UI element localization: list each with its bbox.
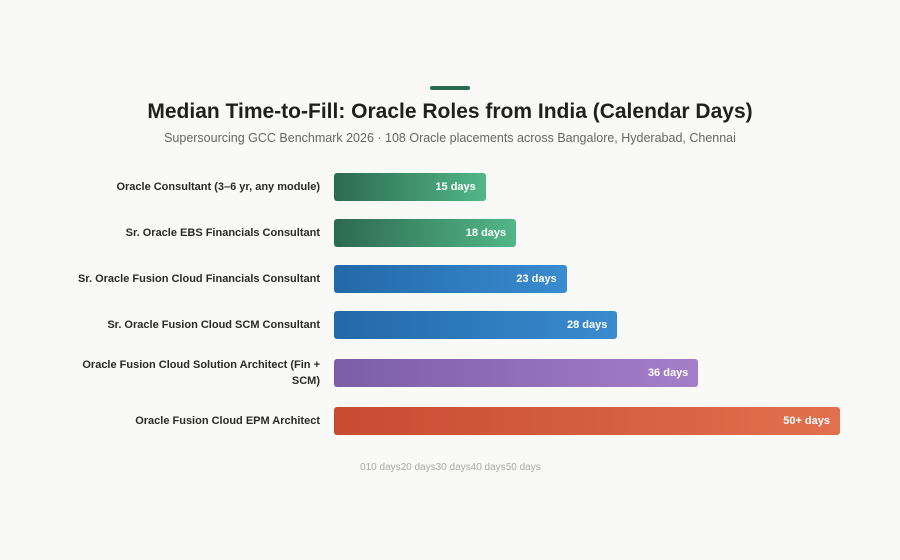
bar-track: 28 days <box>334 311 840 339</box>
x-tick-label: 0 <box>360 462 366 473</box>
bar-rows: Oracle Consultant (3–6 yr, any module) 15… <box>60 173 860 435</box>
bar-row: Oracle Fusion Cloud EPM Architect 50+ day… <box>60 407 860 435</box>
bar-track: 23 days <box>334 265 840 293</box>
x-tick-label: 50 days <box>505 462 541 473</box>
bar: 50+ days <box>334 407 840 435</box>
bar: 18 days <box>334 219 517 247</box>
value-label: 36 days <box>647 367 689 379</box>
category-label: Oracle Consultant (3–6 yr, any module) <box>116 181 320 193</box>
chart-subtitle: Supersourcing GCC Benchmark 2026 · 108 O… <box>164 131 736 145</box>
value-label: 50+ days <box>783 415 830 427</box>
bar-row: Oracle Fusion Cloud Solution Architect (… <box>60 357 860 389</box>
x-tick-label: 40 days <box>470 462 506 473</box>
bar: 36 days <box>334 359 699 387</box>
bar-row: Oracle Consultant (3–6 yr, any module) 15… <box>60 173 860 201</box>
bar: 28 days <box>334 311 618 339</box>
bar-row: Sr. Oracle Fusion Cloud SCM Consultant 28… <box>60 311 860 339</box>
bar-row: Sr. Oracle Fusion Cloud Financials Consu… <box>60 265 860 293</box>
bar: 15 days <box>334 173 486 201</box>
value-label: 18 days <box>465 227 507 239</box>
category-label: Oracle Fusion Cloud EPM Architect <box>135 415 320 427</box>
bar-track: 36 days <box>334 359 840 387</box>
accent-line <box>430 86 470 90</box>
category-label: Sr. Oracle Fusion Cloud Financials Consu… <box>77 273 320 285</box>
bar-track: 15 days <box>334 173 840 201</box>
x-tick-label: 20 days <box>400 462 436 473</box>
category-label: Sr. Oracle EBS Financials Consultant <box>125 227 320 239</box>
value-label: 15 days <box>435 181 476 193</box>
x-axis: 0 10 days 20 days 30 days 40 days 50 days <box>360 462 541 473</box>
category-label: Sr. Oracle Fusion Cloud SCM Consultant <box>107 319 320 331</box>
bar-row: Sr. Oracle EBS Financials Consultant 18 d… <box>60 219 860 247</box>
bar-track: 50+ days <box>334 407 840 435</box>
value-label: 23 days <box>516 273 557 285</box>
chart-title: Median Time-to-Fill: Oracle Roles from I… <box>147 100 753 123</box>
category-label: Oracle Fusion Cloud Solution Architect (… <box>82 359 320 387</box>
x-tick-label: 30 days <box>435 462 471 473</box>
x-tick-label: 10 days <box>365 462 401 473</box>
bar-track: 18 days <box>334 219 840 247</box>
value-label: 28 days <box>566 319 608 331</box>
bar: 23 days <box>334 265 567 293</box>
